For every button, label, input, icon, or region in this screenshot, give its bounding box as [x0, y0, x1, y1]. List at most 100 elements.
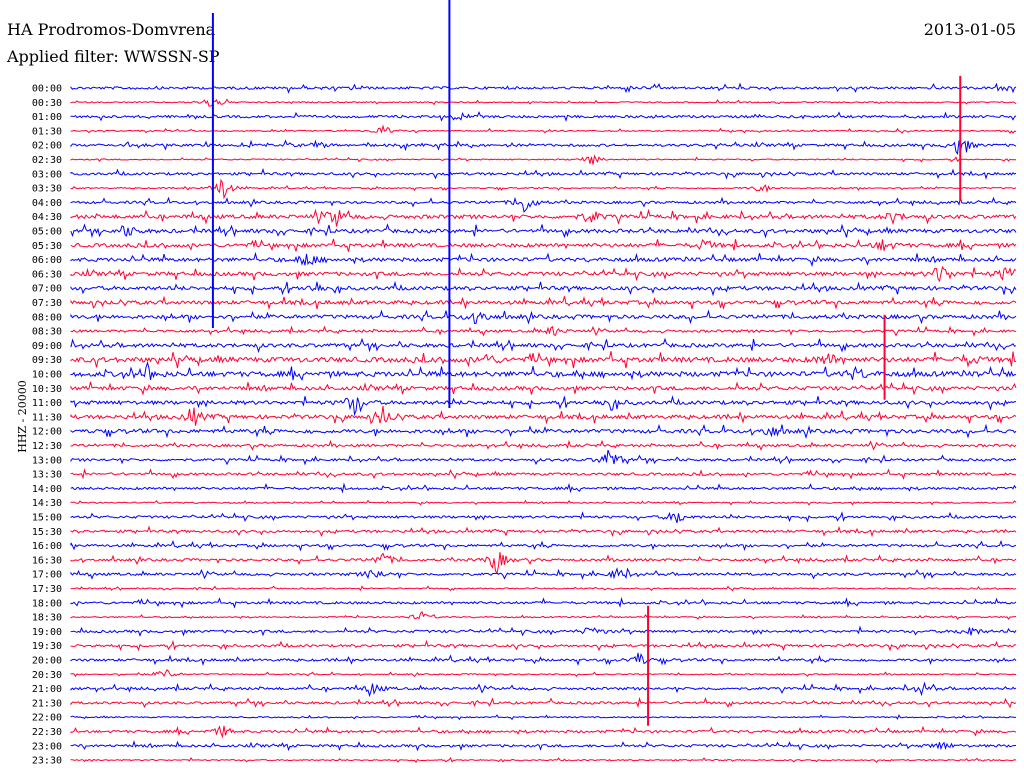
trace-line [70, 467, 1017, 480]
trace-line [70, 265, 1017, 283]
time-tick-label: 18:30 [32, 613, 62, 624]
time-tick-label: 21:00 [32, 684, 62, 695]
trace-line [70, 223, 1017, 239]
trace-line [70, 406, 1017, 426]
trace-line [70, 395, 1017, 417]
trace-line [70, 681, 1017, 698]
trace-line [70, 423, 1017, 440]
trace-line [70, 309, 1017, 325]
trace-line [70, 696, 1017, 709]
time-tick-label: 06:30 [32, 269, 62, 280]
time-tick-label: 01:00 [32, 112, 62, 123]
time-tick-label: 10:30 [32, 384, 62, 395]
trace-line [70, 596, 1017, 609]
trace-line [70, 124, 1017, 134]
time-tick-label: 21:30 [32, 698, 62, 709]
time-tick-label: 19:00 [32, 627, 62, 638]
trace-line [70, 110, 1017, 122]
time-tick-label: 12:30 [32, 441, 62, 452]
time-tick-label: 23:30 [32, 756, 62, 767]
trace-line [70, 98, 1017, 107]
trace-line [70, 208, 1017, 227]
trace-line [70, 381, 1017, 396]
time-tick-label: 09:30 [32, 355, 62, 366]
time-tick-label: 08:00 [32, 312, 62, 323]
trace-line [70, 178, 1017, 200]
trace-line [70, 449, 1017, 466]
time-tick-label: 08:30 [32, 327, 62, 338]
trace-line [70, 714, 1017, 721]
time-tick-label: 23:00 [32, 741, 62, 752]
time-tick-label: 07:30 [32, 298, 62, 309]
time-tick-label: 03:00 [32, 169, 62, 180]
time-tick-label: 12:00 [32, 427, 62, 438]
time-tick-label: 15:00 [32, 513, 62, 524]
time-tick-label: 16:30 [32, 555, 62, 566]
time-tick-label: 04:00 [32, 198, 62, 209]
time-tick-label: 14:30 [32, 498, 62, 509]
trace-line [70, 295, 1017, 311]
trace-line [70, 511, 1017, 524]
time-tick-label: 09:00 [32, 341, 62, 352]
trace-line [70, 525, 1017, 538]
trace-line [70, 539, 1017, 552]
trace-line [70, 167, 1017, 180]
time-tick-label: 20:00 [32, 656, 62, 667]
time-tick-label: 02:30 [32, 155, 62, 166]
station-title: HA Prodromos-Domvrena [7, 20, 216, 39]
time-tick-label: 11:00 [32, 398, 62, 409]
filter-label: Applied filter: WWSSN-SP [7, 47, 220, 66]
time-tick-label: 17:00 [32, 570, 62, 581]
time-tick-label: 11:30 [32, 412, 62, 423]
time-tick-label: 05:00 [32, 227, 62, 238]
trace-line [70, 325, 1017, 337]
time-tick-label: 01:30 [32, 126, 62, 137]
trace-line [70, 251, 1017, 268]
time-tick-label: 03:30 [32, 184, 62, 195]
trace-line [70, 567, 1017, 580]
trace-line [70, 280, 1017, 297]
time-tick-label: 13:00 [32, 455, 62, 466]
time-tick-label: 16:00 [32, 541, 62, 552]
trace-line [70, 238, 1017, 252]
time-tick-label: 05:30 [32, 241, 62, 252]
trace-line [70, 351, 1017, 369]
trace-line [70, 337, 1017, 354]
time-tick-label: 00:30 [32, 98, 62, 109]
time-tick-label: 13:30 [32, 470, 62, 481]
trace-line [70, 585, 1017, 592]
time-tick-label: 10:00 [32, 370, 62, 381]
time-tick-label: 07:00 [32, 284, 62, 295]
trace-line [70, 82, 1017, 94]
trace-line [70, 668, 1017, 678]
trace-line [70, 625, 1017, 637]
time-tick-label: 18:00 [32, 598, 62, 609]
time-tick-label: 14:00 [32, 484, 62, 495]
trace-line [70, 361, 1016, 381]
trace-line [70, 499, 1017, 506]
time-tick-label: 17:30 [32, 584, 62, 595]
time-tick-label: 02:00 [32, 141, 62, 152]
trace-line [70, 552, 1017, 575]
time-tick-label: 19:30 [32, 641, 62, 652]
trace-line [70, 610, 1017, 620]
time-tick-label: 22:00 [32, 713, 62, 724]
trace-line [70, 725, 1017, 739]
time-tick-label: 00:00 [32, 84, 62, 95]
time-tick-label: 15:30 [32, 527, 62, 538]
trace-line [70, 139, 1017, 156]
date-label: 2013-01-05 [923, 20, 1016, 39]
trace-line [70, 482, 1017, 494]
time-tick-label: 06:00 [32, 255, 62, 266]
trace-line [70, 196, 1017, 213]
trace-line [70, 757, 1017, 764]
time-tick-label: 04:30 [32, 212, 62, 223]
time-tick-label: 22:30 [32, 727, 62, 738]
trace-line [70, 439, 1017, 451]
trace-line [70, 154, 1016, 165]
trace-line [70, 652, 1017, 666]
trace-line [70, 739, 1017, 752]
time-tick-label: 20:30 [32, 670, 62, 681]
trace-line [70, 639, 1017, 652]
